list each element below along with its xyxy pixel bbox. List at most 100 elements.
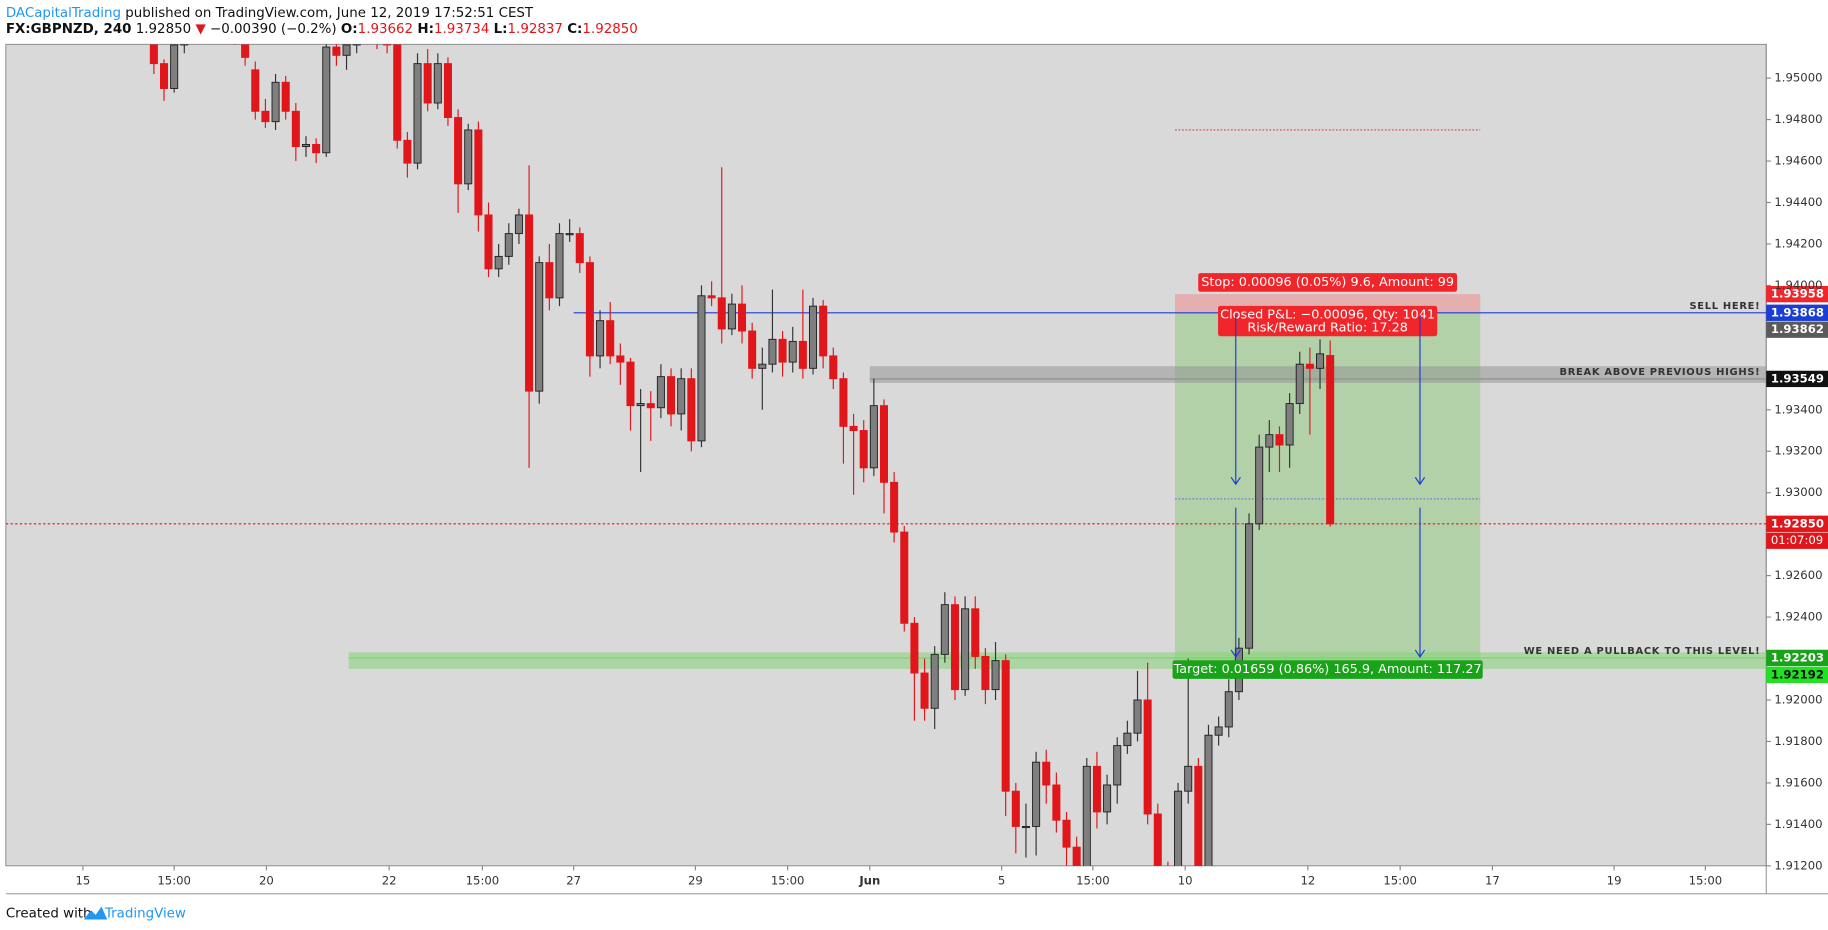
y-tick-label: 1.92600 — [1774, 568, 1822, 582]
position-arrows — [1230, 315, 1426, 659]
candle-body — [920, 672, 929, 709]
candle-body — [677, 378, 686, 415]
candle-body — [180, 44, 189, 46]
y-tick-label: 1.94400 — [1774, 195, 1822, 209]
candle-body — [241, 44, 250, 58]
candle-body — [281, 81, 290, 112]
x-tick-label: Jun — [858, 873, 880, 887]
level-label: WE NEED A PULLBACK TO THIS LEVEL! — [1524, 646, 1761, 657]
published: published on TradingView.com, June 12, 2… — [121, 6, 534, 21]
y-tick-label: 1.94800 — [1774, 112, 1822, 126]
candle-body — [1275, 434, 1284, 446]
pnl-box — [1218, 305, 1438, 337]
x-tick-label: 15:00 — [157, 873, 191, 887]
footer-created: Created with — [6, 907, 92, 922]
price-label-box — [1766, 370, 1828, 388]
arrow — [1230, 315, 1241, 486]
price-label: 1.93549 — [1771, 371, 1824, 385]
candle-body — [170, 44, 179, 89]
candle-body — [555, 233, 564, 299]
price-label: 1.92850 — [1771, 516, 1824, 530]
candle-body — [413, 63, 422, 164]
open-label: O: — [341, 22, 358, 37]
candle-body — [1184, 765, 1193, 792]
x-tick-label: 10 — [1178, 873, 1193, 887]
countdown-box — [1766, 532, 1828, 549]
candle-body — [393, 44, 402, 141]
candle-body — [1113, 745, 1122, 786]
candle-body — [1062, 819, 1071, 848]
candle-body — [454, 117, 463, 185]
low-label: L: — [494, 22, 508, 37]
candle-body — [707, 295, 716, 299]
x-tick-label: 27 — [566, 873, 581, 887]
price-label: 1.92203 — [1771, 650, 1824, 664]
candle-body — [859, 430, 868, 469]
candle-body — [464, 129, 473, 185]
change: −0.00390 (−0.2%) — [210, 22, 337, 37]
candle-body — [504, 233, 513, 257]
candle-body — [1042, 761, 1051, 786]
candles — [149, 44, 1335, 866]
candle-body — [403, 139, 412, 164]
x-tick-label: 19 — [1607, 873, 1622, 887]
target-label-box — [1172, 660, 1483, 679]
price-label-box — [1766, 304, 1828, 321]
x-tick-label: 12 — [1300, 873, 1315, 887]
target-label: Target: 0.01659 (0.86%) 165.9, Amount: 1… — [1173, 662, 1482, 677]
price-label-box — [1766, 285, 1828, 303]
change-arrow: ▼ — [195, 22, 206, 37]
candle-body — [433, 63, 442, 104]
candle-body — [251, 69, 260, 112]
symbol: FX:GBPNZD, 240 — [6, 22, 132, 37]
candle-body — [149, 44, 158, 65]
candle-body — [940, 604, 949, 655]
high: 1.93734 — [434, 22, 489, 37]
candle-body — [1255, 446, 1264, 525]
y-tick-label: 1.92000 — [1774, 692, 1822, 706]
candle-body — [312, 143, 321, 154]
candle-body — [1153, 813, 1162, 866]
open: 1.93662 — [358, 22, 413, 37]
candle-body — [301, 143, 311, 148]
candle-body — [869, 405, 878, 469]
overlay: SELL HERE! BREAK ABOVE PREVIOUS HIGHS! WE … — [1172, 273, 1828, 684]
candle-body — [971, 608, 980, 657]
y-tick-label: 1.91600 — [1774, 775, 1822, 789]
y-tick-label: 1.94000 — [1774, 278, 1822, 292]
candle-body — [758, 363, 767, 369]
candle-body — [626, 361, 635, 407]
candle-body — [738, 303, 747, 332]
x-tick-label: 15:00 — [1076, 873, 1110, 887]
author[interactable]: DACapitalTrading — [6, 6, 121, 21]
candle-body — [1011, 790, 1020, 827]
x-tick-label: 17 — [1485, 873, 1500, 887]
price-label-box — [1766, 515, 1828, 532]
stop-label-box — [1198, 273, 1458, 292]
candle-body — [1021, 825, 1030, 829]
candle-body — [1174, 790, 1183, 866]
x-tick-label: 29 — [688, 873, 703, 887]
candle-body — [717, 297, 726, 330]
candle-body — [291, 110, 300, 148]
candle-body — [494, 255, 503, 270]
candle-body — [961, 608, 970, 691]
candle-body — [322, 46, 331, 154]
high-label: H: — [417, 22, 434, 37]
candle-body — [808, 305, 818, 369]
y-tick-label: 1.91800 — [1774, 734, 1822, 748]
candle-body — [1103, 784, 1112, 813]
candle-body — [606, 320, 615, 357]
candle-body — [900, 531, 909, 624]
candle-body — [1204, 734, 1213, 866]
y-tick-label: 1.91400 — [1774, 817, 1822, 831]
footer-brand[interactable]: TradingView — [104, 907, 186, 922]
arrow — [1414, 315, 1426, 486]
price-label: 1.92192 — [1771, 667, 1824, 681]
y-tick-label: 1.93400 — [1774, 402, 1822, 416]
candle-body — [981, 655, 990, 691]
candle-body — [261, 110, 270, 123]
candle-body — [636, 403, 645, 407]
